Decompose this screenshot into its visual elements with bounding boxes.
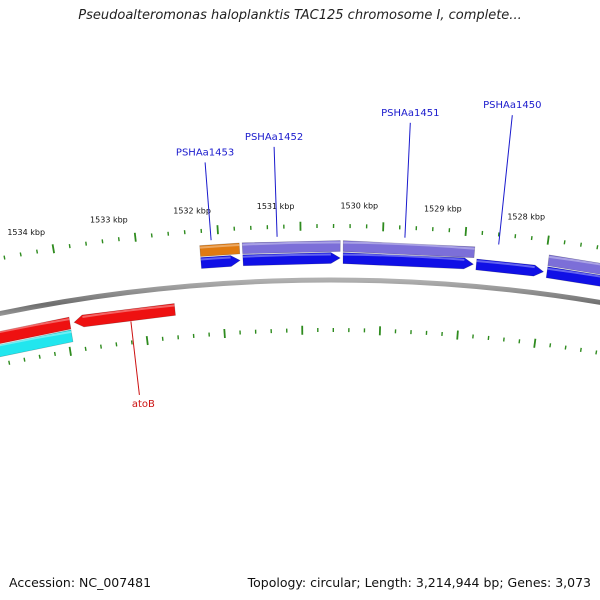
scale-tick [53, 351, 56, 357]
scale-tick [530, 236, 533, 241]
gene-PSHAa1452-highlight [242, 241, 341, 246]
scale-tick [595, 350, 598, 355]
scale-tick [580, 242, 582, 247]
scale-tick [68, 243, 71, 249]
gene-PSHAa1453-highlight [199, 244, 240, 249]
gene-label: atoB [132, 399, 155, 410]
scale-tick [596, 245, 599, 250]
gene-PSHAa1453 [199, 242, 241, 257]
label-leader [498, 115, 513, 245]
cds-PSHAa1453-highlight [200, 256, 231, 261]
scale-label: 1533 kbp [90, 215, 128, 224]
scale-tick [68, 346, 72, 356]
cds-PSHAa1451 [342, 252, 474, 270]
cds-PSHAa1453 [200, 255, 241, 269]
scale-tick [133, 232, 137, 242]
cds-reverse-prev [0, 329, 74, 358]
scale-tick [38, 354, 41, 359]
scale-label: 1532 kbp [173, 207, 211, 216]
scale-tick [150, 233, 153, 238]
gene-label: PSHAa1453 [176, 147, 234, 158]
scale-tick [546, 235, 550, 245]
scale-tick [84, 346, 87, 352]
gene-reverse-prev [0, 316, 72, 344]
scale-tick [100, 344, 102, 349]
map-title: Pseudoalteromonas haloplanktis TAC125 ch… [78, 8, 522, 23]
scale-label: 1530 kbp [340, 201, 378, 210]
genome-summary: Topology: circular; Length: 3,214,944 bp… [247, 575, 591, 590]
cds-next-highlight [547, 267, 600, 278]
scale-tick [8, 360, 11, 365]
gene-label: PSHAa1451 [381, 108, 439, 119]
scale-tick [19, 252, 22, 257]
scale-tick [36, 249, 39, 254]
scale-tick [85, 241, 87, 246]
scale-tick [456, 330, 459, 340]
scale-tick [549, 343, 552, 348]
scale-tick [145, 335, 149, 346]
label-leader [404, 122, 411, 238]
cds-PSHAa1450-highlight [476, 260, 535, 269]
scale-tick [51, 244, 55, 254]
cds-PSHAa1452 [242, 252, 341, 267]
scale-tick [23, 357, 26, 362]
scale-label: 1528 kbp [507, 212, 545, 221]
gene-atoB-highlight [82, 304, 175, 318]
gene-reverse-prev-highlight [0, 318, 70, 334]
scale-tick [3, 255, 6, 260]
gene-atoB [73, 303, 176, 328]
cds-next [545, 266, 600, 287]
scale-tick [223, 328, 226, 339]
cds-PSHAa1451-highlight [343, 253, 465, 261]
gene-PSHAa1452 [241, 240, 341, 255]
scale-tick [130, 340, 133, 345]
scale-tick [464, 226, 468, 236]
scale-tick [101, 239, 104, 244]
chromosome-backbone [0, 277, 600, 317]
accession-label: Accession: NC_007481 [9, 575, 152, 590]
gene-label: PSHAa1450 [483, 100, 541, 111]
label-leader [130, 321, 140, 395]
scale-tick [563, 240, 566, 245]
cds-PSHAa1450 [475, 258, 545, 277]
scale-tick [533, 338, 537, 348]
cds-reverse-prev-highlight [0, 330, 72, 347]
gene-next [547, 254, 600, 275]
label-leader [204, 162, 212, 241]
cds-PSHAa1452-highlight [242, 253, 331, 258]
scale-tick [117, 237, 120, 242]
scale-tick [564, 345, 567, 350]
gene-PSHAa1451-highlight [343, 241, 475, 250]
gene-PSHAa1451 [342, 240, 476, 259]
label-leader [273, 146, 278, 237]
scale-tick [579, 347, 582, 353]
scale-label: 1534 kbp [7, 228, 45, 237]
scale-tick [115, 342, 118, 347]
scale-tick [216, 225, 219, 235]
scale-tick [518, 339, 521, 344]
scale-label: 1529 kbp [424, 205, 462, 214]
gene-label: PSHAa1452 [245, 132, 303, 143]
